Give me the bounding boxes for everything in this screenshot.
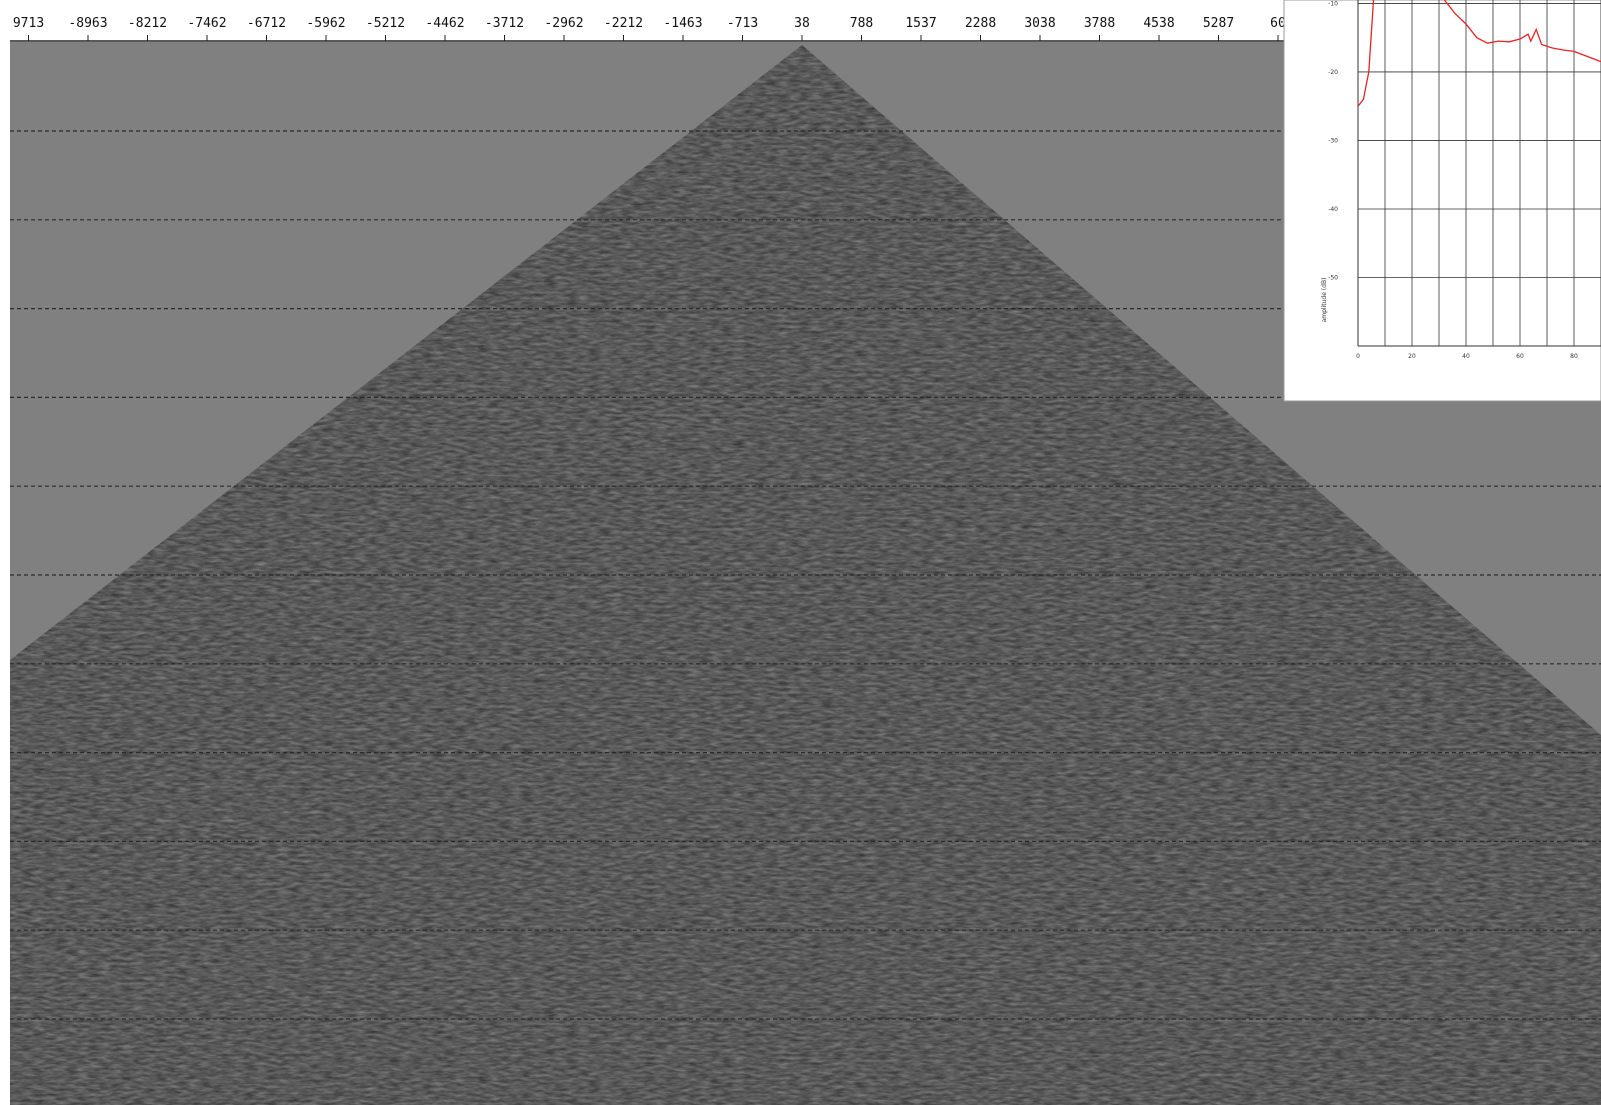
x-tick-label: 40 <box>1462 353 1470 360</box>
offset-label: 60 <box>1270 16 1286 31</box>
spectrum-inset: amplitude (dB) -10 -20 -30 -40 -50 0 20 40 60 80 <box>1284 0 1601 401</box>
page: 9713 -8963 -8212 -7462 -6712 -5962 -5212 -4462 -… <box>0 0 1601 1105</box>
y-tick-label: -10 <box>1328 0 1338 7</box>
offset-label: 1537 <box>905 16 936 31</box>
offset-label: -2212 <box>604 16 643 31</box>
offset-label: 4538 <box>1143 16 1174 31</box>
offset-label: 9713 <box>13 16 44 31</box>
x-tick-label: 0 <box>1356 353 1360 360</box>
offset-label: -5962 <box>306 16 345 31</box>
offset-label: -8212 <box>128 16 167 31</box>
offset-label: -713 <box>727 16 758 31</box>
y-tick-label: -20 <box>1328 69 1338 76</box>
x-tick-label: 60 <box>1516 353 1524 360</box>
x-tick-label: 80 <box>1570 353 1578 360</box>
y-tick-label: -50 <box>1328 274 1338 281</box>
y-tick-label: -30 <box>1328 137 1338 144</box>
offset-label: -3712 <box>485 16 524 31</box>
offset-label: 5287 <box>1203 16 1234 31</box>
offset-label: -1463 <box>663 16 702 31</box>
offset-label: -7462 <box>187 16 226 31</box>
x-tick-label: 20 <box>1408 353 1416 360</box>
offset-axis: 9713 -8963 -8212 -7462 -6712 -5962 -5212 -4462 -… <box>13 16 1286 41</box>
offset-label: 3788 <box>1084 16 1115 31</box>
offset-label: -2962 <box>544 16 583 31</box>
offset-label: -4462 <box>425 16 464 31</box>
offset-label: 3038 <box>1024 16 1055 31</box>
offset-label: 788 <box>850 16 873 31</box>
offset-label: -8963 <box>68 16 107 31</box>
offset-label: 2288 <box>965 16 996 31</box>
y-tick-label: -40 <box>1328 206 1338 213</box>
seismic-viewer: 9713 -8963 -8212 -7462 -6712 -5962 -5212 -4462 -… <box>0 0 1601 1105</box>
y-axis-label: amplitude (dB) <box>1321 278 1328 323</box>
offset-label: 38 <box>794 16 810 31</box>
offset-label: -5212 <box>366 16 405 31</box>
offset-label: -6712 <box>247 16 286 31</box>
inset-panel <box>1284 0 1601 401</box>
